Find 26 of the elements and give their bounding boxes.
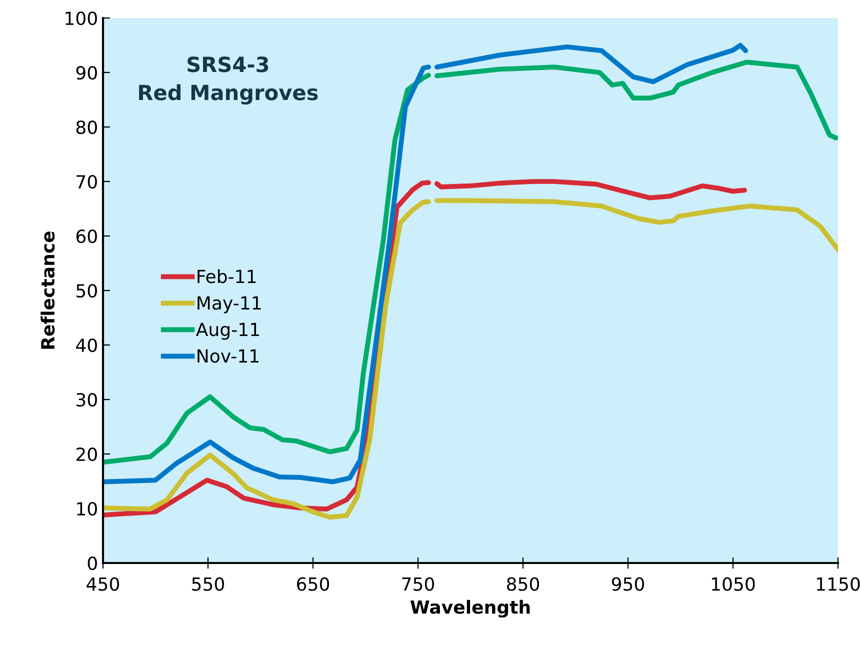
x-tick-label: 1050 [712, 577, 755, 591]
legend-label: Aug-11 [196, 322, 259, 340]
x-axis-title: Wavelength [410, 600, 530, 618]
text: SRS4-3 Red Mangroves [139, 56, 318, 105]
y-tick-label: 20 [76, 447, 97, 462]
y-tick-label: 60 [76, 229, 97, 244]
y-tick-label: 0 [88, 556, 97, 570]
x-tick-label: 950 [612, 577, 644, 591]
y-tick-label: 70 [76, 174, 97, 189]
x-tick-label: 450 [86, 577, 120, 591]
x-tick-label: 1150 [817, 577, 860, 591]
y-tick-label: 30 [76, 392, 97, 407]
legend-label: Nov-11 [198, 349, 258, 363]
y-tick-label: 90 [76, 66, 97, 80]
y-tick-label: 10 [77, 502, 97, 516]
x-tick-label: 550 [192, 577, 224, 591]
y-tick-label: 50 [76, 284, 97, 298]
x-tick-label: 650 [297, 577, 330, 591]
y-tick-label: 100 [66, 11, 97, 26]
y-tick-label: 80 [76, 120, 97, 134]
legend-label: May-11 [198, 296, 261, 314]
y-tick-label: 40 [76, 338, 97, 352]
x-tick-label: 850 [506, 577, 540, 591]
legend-label: Feb-11 [198, 269, 256, 284]
x-tick-label: 750 [402, 577, 434, 591]
y-axis-title: Reflectance [40, 231, 55, 349]
